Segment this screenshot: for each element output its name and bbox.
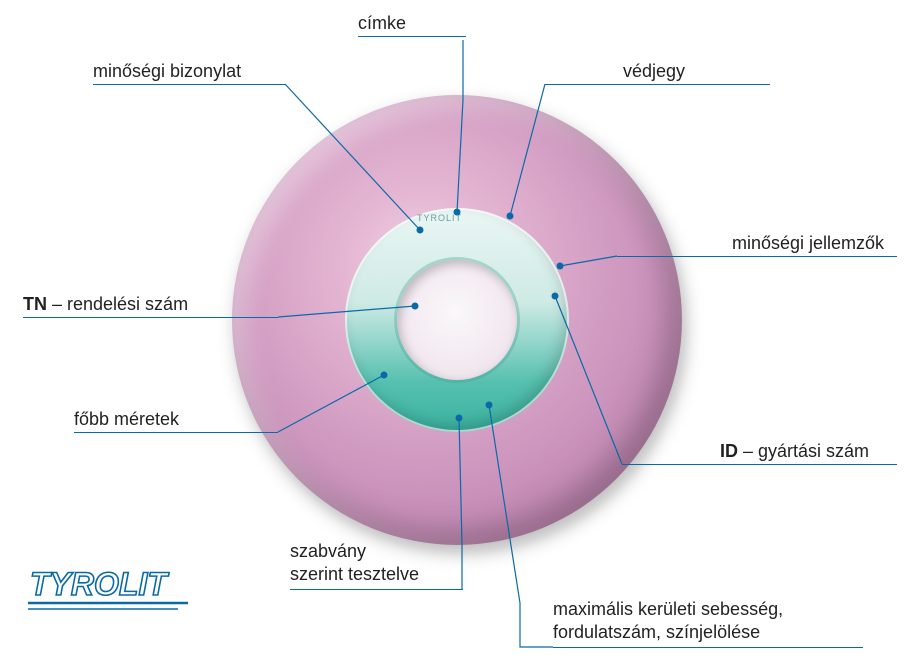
callout-text-szabvany-tesztelve-l0: szabvány [290, 541, 366, 561]
callout-text-tn-rendelesi: – rendelési szám [47, 294, 188, 314]
tyrolit-logo: TYROLIT [28, 559, 208, 619]
callout-text-vedjegy: védjegy [623, 61, 685, 81]
callout-label-cimke: címke [358, 12, 406, 35]
callout-underline-cimke [358, 36, 466, 37]
callout-text-id-gyartasi: – gyártási szám [738, 441, 869, 461]
callout-label-id-gyartasi: ID – gyártási szám [720, 440, 869, 463]
callout-text-max-keruleti-l1: fordulatszám, színjelölése [553, 622, 760, 642]
callout-text-cimke: címke [358, 13, 406, 33]
callout-underline-max-keruleti [553, 647, 863, 648]
callout-bold-id-gyartasi: ID [720, 441, 738, 461]
callout-underline-minosegi-jellemzok [617, 256, 897, 257]
callout-label-fobb-meretek: főbb méretek [74, 408, 179, 431]
callout-label-minosegi-jellemzok: minőségi jellemzők [732, 232, 884, 255]
callout-label-minosegi-bizonylat: minőségi bizonylat [93, 60, 241, 83]
label-ring-text-top: TYROLIT [417, 213, 462, 223]
callout-underline-minosegi-bizonylat [93, 84, 285, 85]
callout-text-szabvany-tesztelve-l1: szerint tesztelve [290, 564, 419, 584]
callout-text-minosegi-jellemzok: minőségi jellemzők [732, 233, 884, 253]
callout-underline-id-gyartasi [622, 464, 897, 465]
logo-text: TYROLIT [30, 566, 169, 602]
callout-label-tn-rendelesi: TN – rendelési szám [23, 293, 188, 316]
wheel-bore [397, 260, 517, 380]
callout-bold-tn-rendelesi: TN [23, 294, 47, 314]
callout-label-max-keruleti: maximális kerületi sebesség, fordulatszám… [553, 598, 783, 644]
callout-text-max-keruleti-l0: maximális kerületi sebesség, [553, 599, 783, 619]
callout-text-minosegi-bizonylat: minőségi bizonylat [93, 61, 241, 81]
callout-underline-fobb-meretek [74, 432, 278, 433]
callout-underline-szabvany-tesztelve [290, 589, 463, 590]
callout-underline-vedjegy [545, 84, 770, 85]
callout-underline-tn-rendelesi [23, 317, 278, 318]
callout-label-szabvany-tesztelve: szabvány szerint tesztelve [290, 540, 419, 586]
callout-text-fobb-meretek: főbb méretek [74, 409, 179, 429]
callout-label-vedjegy: védjegy [623, 60, 685, 83]
